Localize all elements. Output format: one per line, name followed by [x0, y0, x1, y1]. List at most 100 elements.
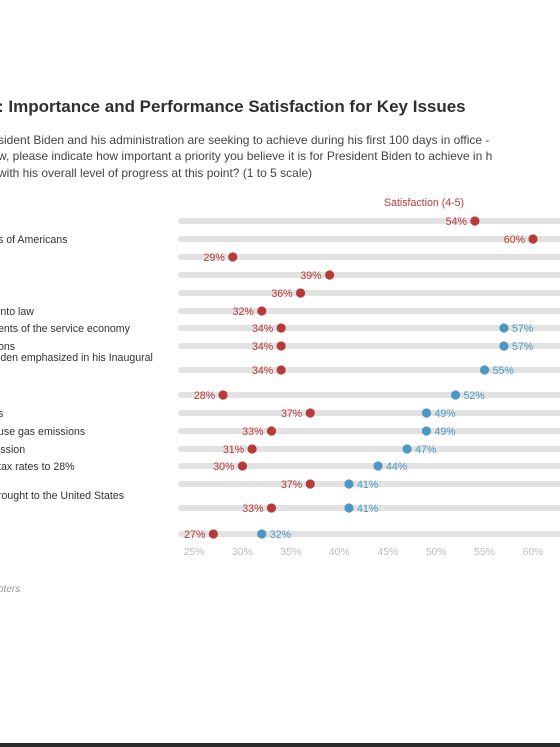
satisfaction-value-label: 27% — [184, 529, 206, 541]
satisfaction-point — [305, 408, 315, 418]
category-label: s — [0, 408, 3, 420]
importance-value-label: 57% — [512, 323, 534, 335]
satisfaction-point — [218, 390, 228, 400]
rows-layer: 54% s of Americans 60% 29% 39% 36% into law 32%… — [0, 216, 560, 541]
connector-bar — [178, 410, 560, 416]
chart-row: 39% — [178, 270, 560, 282]
chart-subtitle-line-1: sident Biden and his administration are … — [0, 133, 489, 147]
satisfaction-point — [237, 461, 248, 471]
importance-value-label: 41% — [357, 503, 379, 515]
connector-bar — [178, 392, 560, 398]
x-tick-label: 50% — [426, 547, 447, 558]
satisfaction-value-label: 36% — [271, 288, 293, 300]
importance-value-label: 49% — [434, 426, 456, 438]
importance-value-label: 44% — [386, 461, 408, 473]
satisfaction-value-label: 54% — [446, 216, 468, 228]
connector-bar — [178, 367, 560, 373]
importance-value-label: 52% — [464, 390, 486, 402]
importance-point — [499, 341, 509, 351]
connector-bar — [178, 218, 560, 224]
x-tick-label: 40% — [329, 547, 350, 558]
satisfaction-value-label: 37% — [281, 479, 303, 491]
importance-value-label: 57% — [512, 341, 534, 353]
category-label: into law — [0, 306, 34, 318]
chart-row: s 37% 49% — [0, 408, 560, 420]
satisfaction-point — [266, 426, 277, 436]
chart-row: tax rates to 28% 30% 44% — [0, 461, 560, 473]
importance-value-label: 55% — [493, 365, 515, 377]
satisfaction-point — [305, 479, 315, 489]
importance-value-label: 49% — [434, 408, 456, 420]
x-tick-label: 60% — [523, 547, 544, 558]
x-tick-label: 30% — [232, 547, 253, 558]
satisfaction-value-label: 29% — [204, 252, 226, 264]
chart-row: s of Americans 60% — [0, 234, 560, 246]
connector-bar — [178, 463, 560, 469]
importance-point — [499, 323, 509, 333]
category-label: iden emphasized in his Inaugural — [0, 352, 153, 364]
chart-subtitle-line-2: w, please indicate how important a prior… — [0, 149, 492, 163]
connector-bar — [178, 290, 560, 296]
category-label: ents of the service economy — [0, 323, 131, 335]
chart-row: iden emphasized in his Inaugural 34% 55% — [0, 352, 560, 377]
chart-row: ents of the service economy 34% 57% — [0, 323, 560, 335]
connector-bar — [178, 272, 560, 278]
chart-row: 28% 52% — [178, 390, 560, 402]
importance-point — [421, 426, 432, 436]
importance-point — [344, 479, 354, 489]
connector-bar — [178, 325, 560, 331]
category-label: ons — [0, 341, 15, 353]
satisfaction-point — [247, 444, 257, 454]
importance-point — [344, 503, 354, 513]
chart-row: 29% — [178, 252, 560, 264]
satisfaction-value-label: 33% — [242, 426, 264, 438]
chart-title: : Importance and Performance Satisfactio… — [0, 97, 466, 116]
connector-bar — [178, 428, 560, 434]
chart-row: ission 31% 47% — [0, 444, 560, 456]
x-tick-label: 55% — [474, 547, 495, 558]
chart-row: 27% 32% — [178, 529, 560, 541]
satisfaction-point — [266, 503, 277, 513]
category-label: rought to the United States — [0, 490, 124, 502]
x-tick-label: 25% — [184, 547, 205, 558]
chart-row: 37% 41% — [178, 479, 560, 491]
connector-bar — [178, 236, 560, 242]
source-note: oters — [0, 584, 20, 595]
satisfaction-value-label: 32% — [233, 306, 255, 318]
importance-point — [373, 461, 383, 471]
category-label: ission — [0, 444, 25, 456]
category-label: use gas emissions — [0, 426, 85, 438]
importance-point — [257, 529, 267, 539]
satisfaction-value-label: 34% — [252, 365, 274, 377]
satisfaction-point — [276, 341, 286, 351]
importance-point — [402, 444, 412, 454]
satisfaction-value-label: 34% — [252, 323, 274, 335]
satisfaction-point — [276, 365, 286, 375]
satisfaction-point — [470, 216, 480, 226]
chart-row: 36% — [178, 288, 560, 300]
satisfaction-point — [295, 288, 306, 298]
bottom-border — [0, 743, 560, 747]
chart-subtitle-line-3: with his overall level of progress at th… — [0, 166, 312, 180]
importance-point — [450, 390, 461, 400]
importance-value-label: 41% — [357, 479, 379, 491]
satisfaction-value-label: 34% — [252, 341, 274, 353]
connector-bar — [178, 254, 560, 260]
satisfaction-point — [228, 252, 238, 262]
x-tick-label: 45% — [377, 547, 398, 558]
x-axis-ticks: 25% 30% 35% 40% 45% 50% 55% 60% — [184, 547, 544, 558]
connector-bar — [178, 343, 560, 349]
satisfaction-point — [325, 270, 335, 280]
chart-row: ons 34% 57% — [0, 341, 560, 353]
connector-bar — [178, 308, 560, 314]
satisfaction-point — [528, 234, 538, 244]
connector-bar — [178, 446, 560, 452]
importance-point — [421, 408, 432, 418]
satisfaction-value-label: 60% — [504, 234, 526, 246]
x-tick-label: 35% — [280, 547, 301, 558]
connector-bar — [178, 531, 560, 537]
importance-value-label: 47% — [415, 444, 437, 456]
satisfaction-value-label: 31% — [223, 444, 245, 456]
satisfaction-point — [208, 529, 218, 539]
